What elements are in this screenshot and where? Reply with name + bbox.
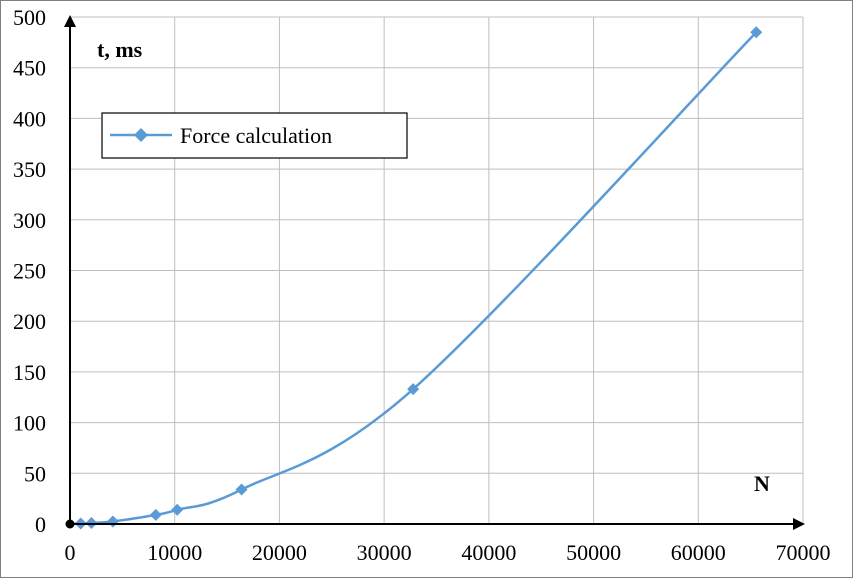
data-point: [750, 26, 763, 39]
y-tick-label: 300: [13, 208, 46, 233]
legend: Force calculation: [101, 112, 408, 159]
x-tick-label: 40000: [461, 540, 516, 565]
tick-labels: 0 50 100 150 200 250 300 350 400 450 500 0 10000 2000…: [13, 5, 831, 565]
series-line: [69, 31, 758, 526]
data-point: [407, 383, 420, 396]
origin-dot: [65, 519, 75, 529]
y-axis-arrow: [64, 15, 76, 27]
axes: [64, 15, 805, 530]
x-tick-label: 10000: [147, 540, 202, 565]
x-tick-label: 30000: [357, 540, 412, 565]
y-tick-label: 500: [13, 5, 46, 30]
legend-label: Force calculation: [180, 123, 332, 148]
data-point: [149, 508, 162, 521]
data-point: [235, 483, 248, 496]
x-axis-title: N: [754, 471, 770, 496]
series-layer: [69, 26, 763, 530]
x-tick-label: 20000: [252, 540, 307, 565]
x-axis-arrow: [793, 518, 805, 530]
y-tick-label: 450: [13, 56, 46, 81]
x-tick-label: 60000: [671, 540, 726, 565]
y-tick-label: 350: [13, 157, 46, 182]
data-point: [171, 503, 184, 516]
y-axis-title: t, ms: [97, 37, 143, 62]
x-tick-label: 50000: [566, 540, 621, 565]
data-point: [85, 516, 98, 529]
y-tick-label: 150: [13, 360, 46, 385]
y-tick-label: 200: [13, 309, 46, 334]
y-tick-label: 250: [13, 259, 46, 284]
y-tick-label: 400: [13, 106, 46, 131]
x-tick-label: 70000: [776, 540, 831, 565]
y-tick-label: 100: [13, 411, 46, 436]
y-tick-label: 0: [35, 512, 46, 537]
grid-lines: [70, 16, 804, 524]
x-tick-label: 0: [65, 540, 76, 565]
y-tick-label: 50: [24, 461, 46, 486]
legend-marker: [134, 128, 148, 142]
data-point: [106, 515, 119, 528]
